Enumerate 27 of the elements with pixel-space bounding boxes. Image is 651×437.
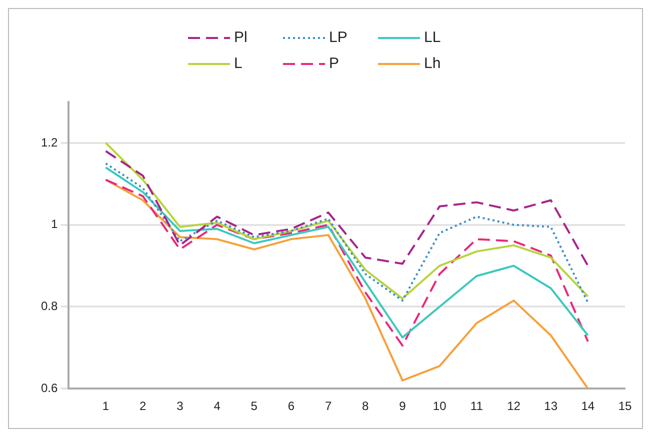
x-tick-label: 3 — [176, 399, 184, 414]
y-tick-label: 1.2 — [40, 135, 58, 150]
y-tick-label: 1 — [50, 217, 58, 232]
legend-label: P — [329, 55, 340, 72]
x-tick-label: 10 — [432, 399, 447, 414]
x-tick-label: 4 — [214, 399, 221, 414]
x-tick-label: 8 — [362, 399, 370, 414]
legend-label: L — [234, 55, 242, 72]
x-tick-label: 6 — [288, 399, 295, 414]
x-tick-label: 12 — [507, 399, 521, 414]
y-tick-label: 0.8 — [40, 299, 58, 314]
x-tick-label: 7 — [324, 399, 332, 414]
legend-label: Pl — [234, 29, 248, 46]
x-tick-label: 11 — [470, 399, 484, 414]
x-tick-label: 1 — [102, 399, 110, 414]
x-tick-label: 13 — [544, 399, 558, 414]
line-series — [104, 162, 589, 304]
x-tick-label: 5 — [250, 399, 258, 414]
legend-label: LL — [424, 29, 441, 46]
y-tick-label: 0.6 — [40, 380, 58, 395]
x-tick-label: 14 — [581, 399, 595, 414]
line-series — [104, 150, 589, 267]
legend-label: LP — [329, 29, 348, 46]
legend-label: Lh — [424, 55, 441, 72]
x-tick-label: 2 — [140, 399, 147, 414]
x-tick-label: 9 — [399, 399, 406, 414]
x-tick-label: 15 — [618, 399, 632, 414]
